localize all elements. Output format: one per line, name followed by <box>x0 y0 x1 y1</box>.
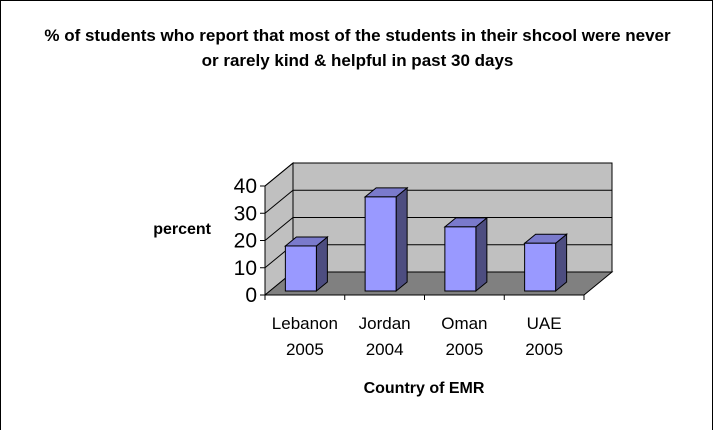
gridline <box>264 217 612 241</box>
x-tick-label: 2004 <box>366 340 404 359</box>
chart-title: % of students who report that most of th… <box>44 26 671 70</box>
y-axis-title: percent <box>153 221 211 238</box>
gridline <box>264 189 612 214</box>
y-tick-label: 40 <box>234 175 257 198</box>
bar-front <box>364 196 397 292</box>
x-tick-label: UAE <box>527 314 562 333</box>
x-tick-label: Lebanon <box>272 314 338 333</box>
x-tick-label: 2005 <box>445 340 483 359</box>
bar-uae <box>523 233 569 293</box>
y-tick-label: 0 <box>245 284 257 307</box>
bar-oman <box>443 216 489 293</box>
y-tick-label: 30 <box>234 202 257 225</box>
bar-side <box>475 216 488 293</box>
bar-side <box>395 186 408 293</box>
bar-jordan <box>363 186 409 293</box>
bar-front <box>284 245 317 292</box>
bar-front <box>444 226 477 292</box>
x-tick-label: Oman <box>441 314 487 333</box>
x-tick-label: 2005 <box>286 340 324 359</box>
bar-side <box>555 233 568 293</box>
x-tick-label: Jordan <box>359 314 411 333</box>
bar-lebanon <box>283 235 329 293</box>
bar-front <box>524 242 557 292</box>
y-tick-label: 10 <box>234 257 257 280</box>
gridline <box>264 162 612 187</box>
x-axis-title: Country of EMR <box>364 380 485 397</box>
x-tick-label: 2005 <box>525 340 563 359</box>
y-tick-label: 20 <box>234 230 257 253</box>
